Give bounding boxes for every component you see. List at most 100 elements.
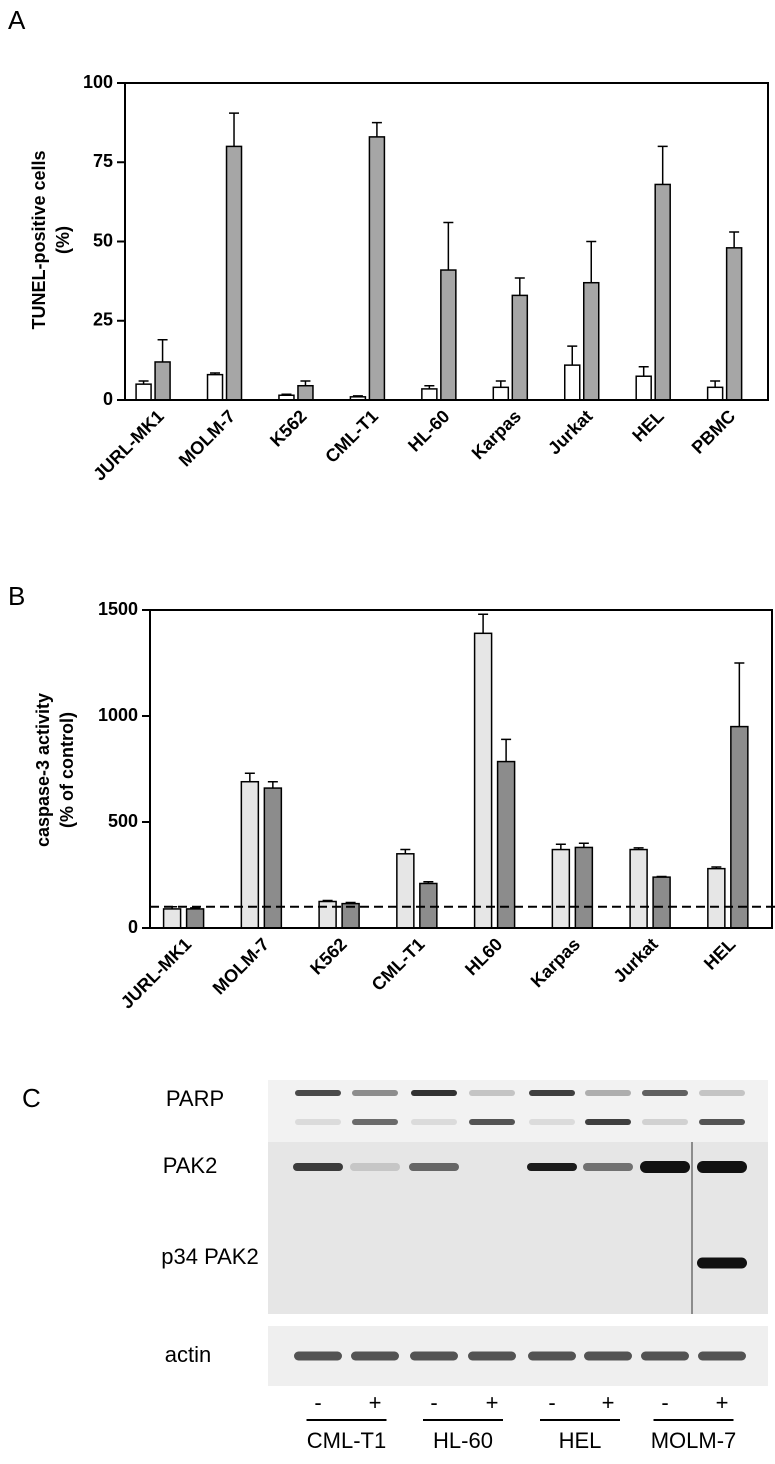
- band: [584, 1351, 632, 1361]
- error-bar: [210, 372, 221, 375]
- error-bar: [514, 277, 525, 296]
- x-tick-label: CML-T1: [368, 934, 429, 995]
- error-bar: [400, 848, 411, 854]
- band: [529, 1090, 575, 1096]
- x-tick-label: MOLM-7: [209, 934, 273, 998]
- y-axis-title: TUNEL-positive cells: [29, 150, 49, 329]
- band: [411, 1090, 457, 1096]
- x-tick-label: MOLM-7: [175, 406, 239, 470]
- error-bar: [138, 380, 149, 385]
- panel-label: C: [22, 1083, 41, 1113]
- bar: [563, 364, 581, 401]
- lane-label: +: [369, 1390, 382, 1415]
- bar: [496, 760, 516, 929]
- error-bar: [734, 662, 745, 727]
- error-bar: [495, 380, 506, 388]
- bar: [206, 373, 224, 401]
- bar: [154, 361, 171, 401]
- y-tick-label: 100: [83, 72, 113, 92]
- x-tick-label: K562: [306, 934, 351, 979]
- group-label: MOLM-7: [651, 1428, 737, 1453]
- band: [527, 1163, 577, 1171]
- band: [642, 1090, 688, 1096]
- band: [469, 1119, 515, 1125]
- x-tick-label: PBMC: [688, 406, 740, 458]
- x-tick-label: CML-T1: [321, 406, 382, 467]
- group-label: HL-60: [433, 1428, 493, 1453]
- error-bar: [300, 380, 311, 386]
- x-tick-label: K562: [266, 406, 311, 451]
- blot-strip: [268, 1142, 768, 1314]
- band: [293, 1163, 343, 1171]
- band: [640, 1161, 690, 1173]
- bar: [551, 848, 571, 929]
- error-bar: [423, 881, 434, 884]
- band: [641, 1351, 689, 1361]
- y-axis-title: (% of control): [57, 712, 77, 828]
- group-label: HEL: [559, 1428, 602, 1453]
- plot-frame: [124, 82, 769, 401]
- error-bar: [443, 221, 454, 271]
- row-label: p34 PAK2: [161, 1244, 258, 1269]
- y-tick-label: 500: [108, 811, 138, 831]
- x-tick-label: Karpas: [527, 934, 584, 991]
- band: [698, 1351, 746, 1361]
- bar: [419, 882, 438, 929]
- bar: [318, 900, 337, 929]
- band: [469, 1090, 515, 1096]
- error-bar: [656, 875, 667, 878]
- y-tick-label: 50: [93, 230, 113, 250]
- bar: [654, 183, 671, 401]
- error-bar: [478, 613, 489, 634]
- band: [295, 1090, 341, 1096]
- error-bar: [190, 907, 201, 909]
- error-bar: [345, 901, 356, 904]
- panel-label: B: [8, 581, 25, 611]
- band: [294, 1351, 342, 1361]
- band: [529, 1119, 575, 1125]
- bar: [396, 853, 415, 929]
- y-tick-label: 75: [93, 151, 113, 171]
- plot-frame: [149, 609, 773, 929]
- error-bar: [229, 112, 240, 147]
- lane-label: +: [602, 1390, 615, 1415]
- error-bar: [555, 843, 566, 850]
- western-blot: PARP PAK2 p34 PAK2 actin - + - + - + - + CML-T1 HL-60…: [161, 1080, 768, 1453]
- band: [583, 1163, 633, 1171]
- band: [528, 1351, 576, 1361]
- x-tick-label: JURL-MK1: [89, 406, 167, 484]
- panel-label: A: [8, 5, 26, 35]
- x-tick-label: Jurkat: [544, 406, 596, 458]
- band: [411, 1119, 457, 1125]
- x-tick-label: JURL-MK1: [117, 934, 195, 1012]
- bar: [725, 247, 743, 401]
- y-axis-title: (%): [53, 226, 73, 254]
- lane-label: +: [716, 1390, 729, 1415]
- bar: [297, 384, 314, 401]
- lane-label: -: [430, 1390, 437, 1415]
- error-bar: [424, 384, 435, 389]
- lane-label: +: [486, 1390, 499, 1415]
- error-bar: [267, 780, 278, 789]
- row-label: PARP: [166, 1086, 224, 1111]
- error-bar: [244, 772, 255, 782]
- band: [409, 1163, 459, 1171]
- lane-label: -: [548, 1390, 555, 1415]
- row-label: actin: [165, 1342, 211, 1367]
- bar: [652, 876, 671, 929]
- error-bar: [281, 393, 292, 396]
- x-tick-label: Jurkat: [609, 934, 661, 986]
- bar: [421, 388, 438, 401]
- bar: [162, 908, 182, 929]
- band: [697, 1257, 747, 1269]
- y-tick-label: 25: [93, 310, 113, 330]
- row-label: PAK2: [163, 1153, 218, 1178]
- error-bar: [567, 345, 578, 366]
- band: [642, 1119, 688, 1125]
- error-bar: [638, 365, 649, 377]
- error-bar: [322, 899, 333, 902]
- error-bar: [157, 339, 168, 362]
- blot-strip: [268, 1080, 768, 1142]
- bar: [707, 867, 726, 929]
